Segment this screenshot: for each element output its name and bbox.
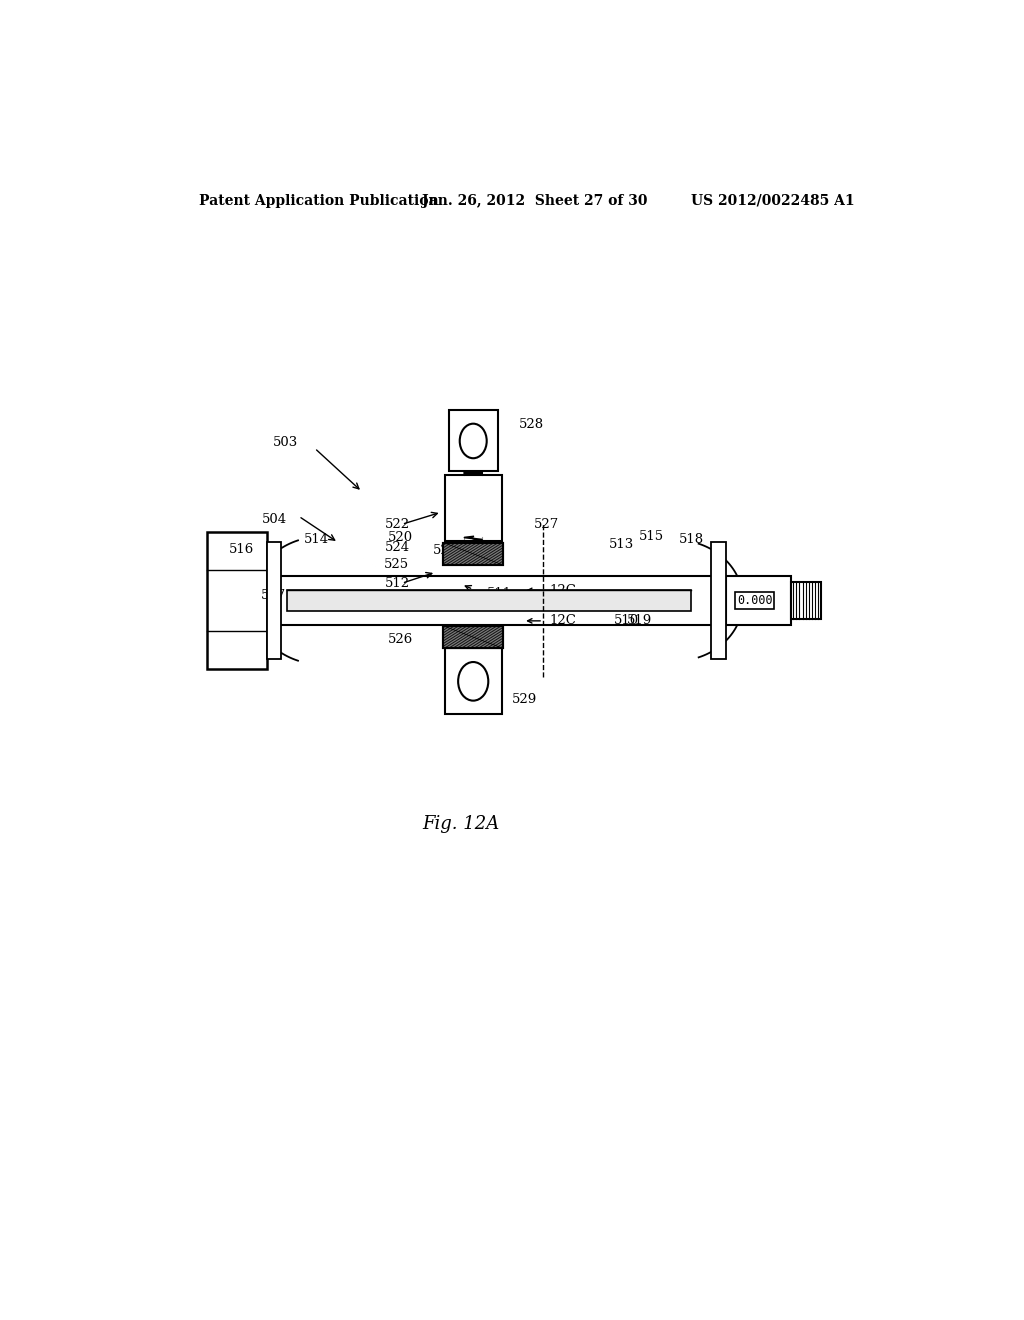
Bar	[444, 474, 502, 541]
Text: 522: 522	[385, 517, 411, 531]
Bar	[443, 626, 503, 648]
Bar	[287, 590, 691, 611]
Text: 523: 523	[433, 544, 458, 557]
Text: 504: 504	[262, 512, 288, 525]
Text: 12C: 12C	[550, 614, 577, 627]
Text: 528: 528	[518, 418, 544, 432]
Text: 524: 524	[385, 541, 411, 554]
Text: 514: 514	[304, 533, 330, 546]
Bar	[712, 543, 726, 659]
Text: 516: 516	[228, 544, 254, 556]
Text: 529: 529	[512, 693, 538, 706]
Text: Fig. 12A: Fig. 12A	[423, 816, 500, 833]
Bar	[444, 648, 502, 714]
Text: 512: 512	[385, 577, 411, 590]
Bar	[443, 626, 503, 648]
Text: 519: 519	[628, 614, 652, 627]
Text: 513: 513	[609, 539, 634, 552]
Text: 520: 520	[388, 531, 413, 544]
Text: 525: 525	[384, 558, 409, 572]
Text: US 2012/0022485 A1: US 2012/0022485 A1	[691, 194, 855, 209]
Text: 526: 526	[387, 632, 413, 645]
Text: Patent Application Publication: Patent Application Publication	[200, 194, 439, 209]
Text: 0.000: 0.000	[737, 594, 773, 607]
Text: 518: 518	[679, 533, 705, 546]
Bar	[449, 411, 498, 471]
Bar	[443, 543, 503, 565]
Text: 510: 510	[613, 614, 639, 627]
Bar	[726, 576, 791, 624]
Bar	[267, 543, 282, 659]
Text: 515: 515	[639, 531, 665, 543]
Text: 511: 511	[486, 587, 512, 599]
Text: Jan. 26, 2012  Sheet 27 of 30: Jan. 26, 2012 Sheet 27 of 30	[422, 194, 647, 209]
Text: 503: 503	[272, 437, 298, 450]
Text: 527: 527	[534, 517, 559, 531]
Bar	[267, 576, 715, 624]
Bar	[791, 582, 821, 619]
Text: 12C: 12C	[550, 583, 577, 597]
Text: 517: 517	[260, 589, 286, 602]
Bar	[207, 532, 267, 669]
Bar	[443, 543, 503, 565]
